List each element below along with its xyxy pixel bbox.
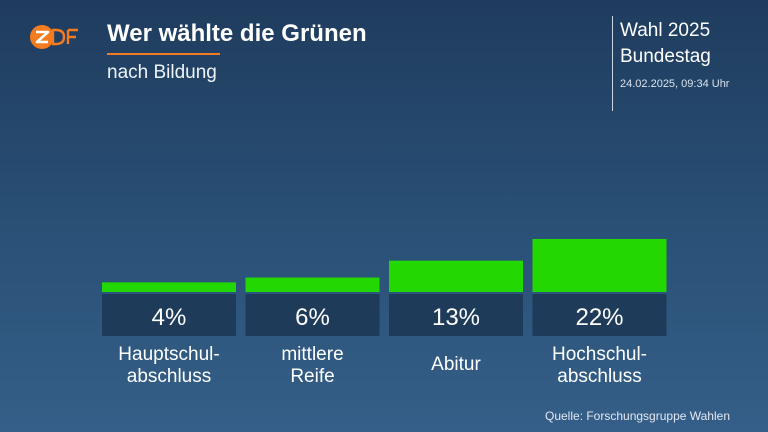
chart-subtitle: nach Bildung bbox=[107, 62, 217, 83]
bar bbox=[389, 260, 523, 292]
bar bbox=[102, 282, 236, 292]
chart-title: Wer wählte die Grünen bbox=[107, 20, 367, 47]
info-divider bbox=[612, 16, 613, 111]
source-note: Quelle: Forschungsgruppe Wahlen bbox=[545, 409, 730, 423]
timestamp: 24.02.2025, 09:34 Uhr bbox=[620, 78, 730, 90]
category-label: Hochschul-abschluss bbox=[552, 344, 647, 387]
value-label: 4% bbox=[152, 304, 187, 331]
category-label: Hauptschul-abschluss bbox=[118, 344, 219, 387]
title-underline bbox=[107, 53, 220, 55]
bar bbox=[245, 277, 380, 292]
category-label: Abitur bbox=[431, 354, 481, 375]
value-label: 22% bbox=[575, 304, 623, 331]
category-label: mittlere Reife bbox=[281, 344, 343, 387]
value-label-box bbox=[245, 294, 380, 336]
value-label: 6% bbox=[295, 304, 330, 331]
value-label-box bbox=[389, 294, 523, 336]
election-body: Bundestag bbox=[620, 46, 711, 67]
bar bbox=[532, 239, 667, 292]
value-label: 13% bbox=[432, 304, 480, 331]
election-name: Wahl 2025 bbox=[620, 20, 711, 41]
zdf-logo-icon bbox=[30, 25, 78, 49]
value-label-box bbox=[532, 294, 667, 336]
value-label-box bbox=[102, 294, 236, 336]
